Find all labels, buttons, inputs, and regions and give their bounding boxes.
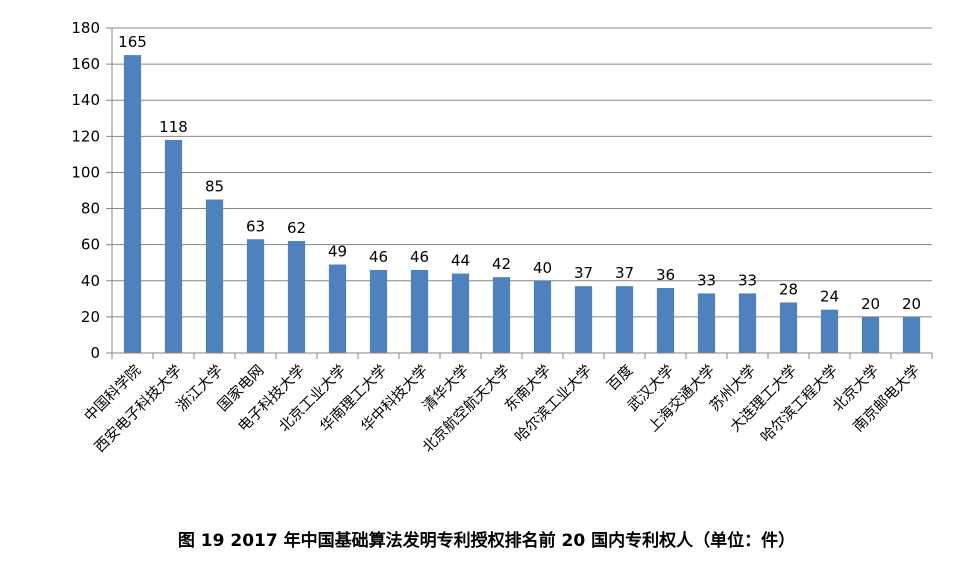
y-tick-label: 80 <box>81 200 100 218</box>
y-tick-labels: 0 20 40 60 80 100 120 140 160 180 <box>71 19 100 362</box>
y-tick-label: 0 <box>90 344 100 362</box>
bar <box>246 239 265 353</box>
data-label: 49 <box>328 243 347 261</box>
y-tick-label: 60 <box>81 236 100 254</box>
data-label: 85 <box>205 178 224 196</box>
data-label: 20 <box>861 295 880 313</box>
y-tick-label: 100 <box>71 163 100 181</box>
bar <box>164 139 183 353</box>
bar <box>205 199 224 353</box>
data-label: 24 <box>820 288 839 306</box>
y-tick-label: 160 <box>71 55 100 73</box>
bar <box>861 316 880 353</box>
bar <box>738 293 757 353</box>
data-label: 62 <box>287 219 306 237</box>
data-label: 46 <box>410 248 429 266</box>
y-tick-label: 120 <box>71 127 100 145</box>
category-labels: 中国科学院西安电子科技大学浙江大学国家电网电子科技大学北京工业大学华南理工大学华… <box>81 361 923 456</box>
y-tick-label: 40 <box>81 272 100 290</box>
bar <box>369 269 388 353</box>
bar <box>656 288 675 353</box>
data-label: 37 <box>615 264 634 282</box>
bar <box>574 286 593 353</box>
y-tick-label: 20 <box>81 308 100 326</box>
data-label: 118 <box>159 118 188 136</box>
bar <box>328 264 347 353</box>
data-label: 46 <box>369 248 388 266</box>
data-label: 165 <box>118 33 147 51</box>
bar <box>615 286 634 353</box>
gridlines <box>112 27 932 318</box>
category-label: 百度 <box>604 362 637 395</box>
y-tick-label: 140 <box>71 91 100 109</box>
axes <box>106 27 933 359</box>
bar <box>410 269 429 353</box>
bar <box>779 302 798 353</box>
data-label: 33 <box>697 271 716 289</box>
bars <box>123 55 921 353</box>
bar <box>492 277 511 353</box>
bar <box>533 280 552 353</box>
data-label: 44 <box>451 252 470 270</box>
figure-caption: 图 19 2017 年中国基础算法发明专利授权排名前 20 国内专利权人（单位：… <box>177 531 796 551</box>
data-label: 42 <box>492 255 511 273</box>
data-labels: 165 118 85 63 62 49 46 46 44 42 40 37 37 36 33 33 28 24 20… <box>118 33 921 313</box>
data-label: 40 <box>533 259 552 277</box>
data-label: 28 <box>779 280 798 298</box>
bar <box>287 241 306 353</box>
data-label: 37 <box>574 264 593 282</box>
bar-chart: 0 20 40 60 80 100 120 140 160 180 165 118 85 63 62 49 4… <box>71 19 933 456</box>
bar <box>902 316 921 353</box>
data-label: 63 <box>246 217 265 235</box>
y-tick-label: 180 <box>71 19 100 37</box>
bar <box>451 273 470 353</box>
data-label: 36 <box>656 266 675 284</box>
bar <box>697 293 716 353</box>
data-label: 33 <box>738 271 757 289</box>
bar <box>123 55 142 353</box>
bar <box>820 309 839 353</box>
data-label: 20 <box>902 295 921 313</box>
